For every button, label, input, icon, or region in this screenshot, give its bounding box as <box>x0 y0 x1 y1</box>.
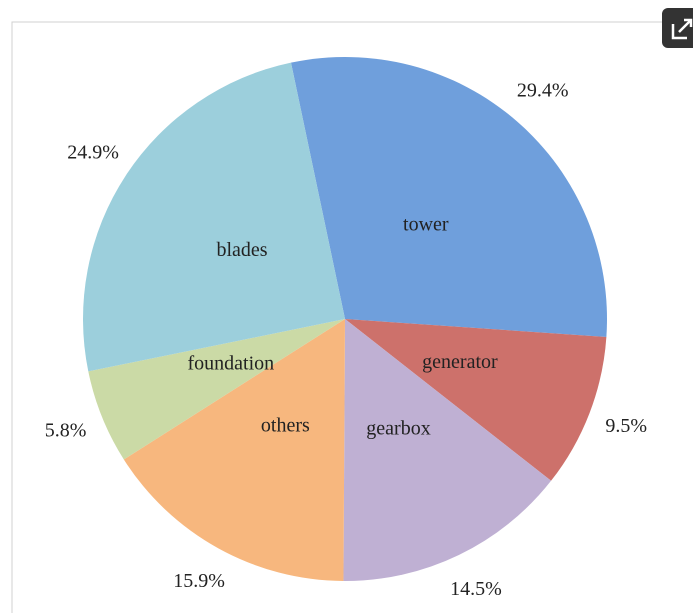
value-label: 14.5% <box>450 578 502 600</box>
value-label: 9.5% <box>605 415 647 437</box>
icon-bg[interactable] <box>662 8 693 48</box>
value-label: 5.8% <box>45 419 87 441</box>
slice-label: tower <box>403 214 449 236</box>
slice-label: blades <box>217 239 268 261</box>
value-label: 15.9% <box>173 570 225 592</box>
value-label: 29.4% <box>517 79 569 101</box>
pie-slice <box>343 319 552 581</box>
frame <box>11 21 663 613</box>
pie-slice <box>123 319 345 581</box>
value-label: 24.9% <box>67 141 119 163</box>
slice-label: others <box>261 414 310 436</box>
pie-slice <box>82 62 345 372</box>
slice-label: generator <box>422 351 498 373</box>
slice-label: gearbox <box>366 417 430 439</box>
slice-label: foundation <box>187 353 274 375</box>
pie-slice <box>290 56 607 338</box>
pie-slice <box>88 319 345 460</box>
open-icon[interactable] <box>662 8 693 48</box>
icon-glyph[interactable] <box>671 18 693 40</box>
pie-slice <box>345 319 607 481</box>
